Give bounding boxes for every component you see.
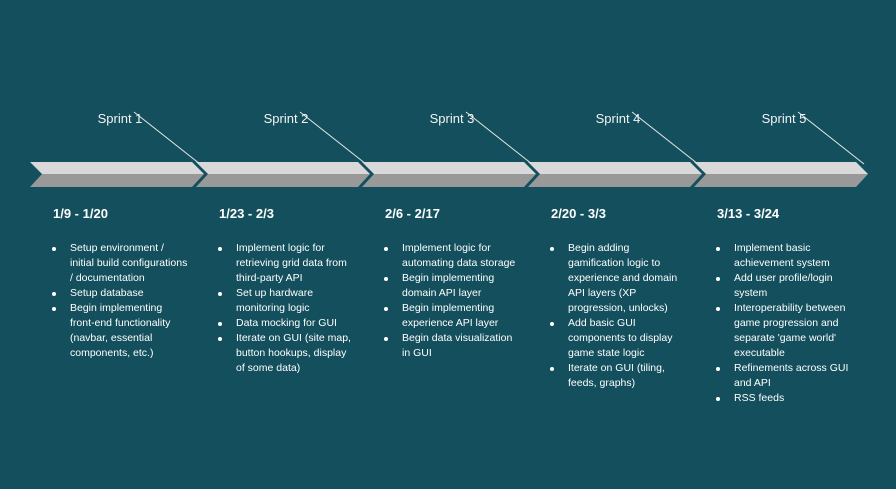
sprint-date-range: 3/13 - 3/24 bbox=[717, 206, 780, 221]
sprint-task-list: Begin adding gamification logic to exper… bbox=[548, 241, 686, 391]
chevron-top-sprint-5 bbox=[694, 162, 868, 174]
task-list-item: Interoperability between game progressio… bbox=[714, 301, 852, 361]
task-list-item: Implement logic for automating data stor… bbox=[382, 241, 520, 271]
task-list-item: Setup database bbox=[50, 286, 188, 301]
sprint-date-range: 2/20 - 3/3 bbox=[551, 206, 606, 221]
sprint-date-range: 2/6 - 2/17 bbox=[385, 206, 440, 221]
sprint-title: Sprint 1 bbox=[97, 111, 143, 126]
task-list-item: Iterate on GUI (site map, button hookups… bbox=[216, 331, 354, 376]
task-list-item: Set up hardware monitoring logic bbox=[216, 286, 354, 316]
callout-line-sprint-4 bbox=[631, 111, 699, 165]
task-list-item: Setup environment / initial build config… bbox=[50, 241, 188, 286]
sprint-task-list: Setup environment / initial build config… bbox=[50, 241, 188, 361]
task-list-item: Begin implementing experience API layer bbox=[382, 301, 520, 331]
task-list-item: Begin adding gamification logic to exper… bbox=[548, 241, 686, 316]
chevron-top-sprint-4 bbox=[528, 162, 702, 174]
callout-line-sprint-5 bbox=[797, 111, 865, 165]
task-list-item: Begin data visualization in GUI bbox=[382, 331, 520, 361]
task-list-item: Add user profile/login system bbox=[714, 271, 852, 301]
chevron-top-sprint-1 bbox=[30, 162, 204, 174]
callout-line-sprint-2 bbox=[299, 111, 367, 165]
sprint-title: Sprint 4 bbox=[595, 111, 641, 126]
callout-line-sprint-3 bbox=[465, 111, 533, 165]
sprint-title: Sprint 2 bbox=[263, 111, 309, 126]
task-list-item: Begin implementing front-end functionali… bbox=[50, 301, 188, 361]
task-list-item: Implement logic for retrieving grid data… bbox=[216, 241, 354, 286]
chevron-top-sprint-2 bbox=[196, 162, 370, 174]
task-list-item: Begin implementing domain API layer bbox=[382, 271, 520, 301]
chevron-bottom-sprint-5 bbox=[694, 174, 868, 187]
chevron-top-sprint-3 bbox=[362, 162, 536, 174]
task-list-item: Refinements across GUI and API bbox=[714, 361, 852, 391]
chevron-bottom-sprint-1 bbox=[30, 174, 204, 187]
sprint-task-list: Implement logic for retrieving grid data… bbox=[216, 241, 354, 376]
task-list-item: Add basic GUI components to display game… bbox=[548, 316, 686, 361]
chevron-bottom-sprint-2 bbox=[196, 174, 370, 187]
task-list-item: Iterate on GUI (tiling, feeds, graphs) bbox=[548, 361, 686, 391]
sprint-task-list: Implement logic for automating data stor… bbox=[382, 241, 520, 361]
sprint-date-range: 1/23 - 2/3 bbox=[219, 206, 274, 221]
task-list-item: RSS feeds bbox=[714, 391, 852, 406]
callout-line-sprint-1 bbox=[133, 111, 201, 165]
sprint-title: Sprint 5 bbox=[761, 111, 807, 126]
task-list-item: Data mocking for GUI bbox=[216, 316, 354, 331]
sprint-date-range: 1/9 - 1/20 bbox=[53, 206, 108, 221]
chevron-bottom-sprint-4 bbox=[528, 174, 702, 187]
task-list-item: Implement basic achievement system bbox=[714, 241, 852, 271]
sprint-title: Sprint 3 bbox=[429, 111, 475, 126]
chevron-bottom-sprint-3 bbox=[362, 174, 536, 187]
sprint-task-list: Implement basic achievement system Add us… bbox=[714, 241, 852, 406]
